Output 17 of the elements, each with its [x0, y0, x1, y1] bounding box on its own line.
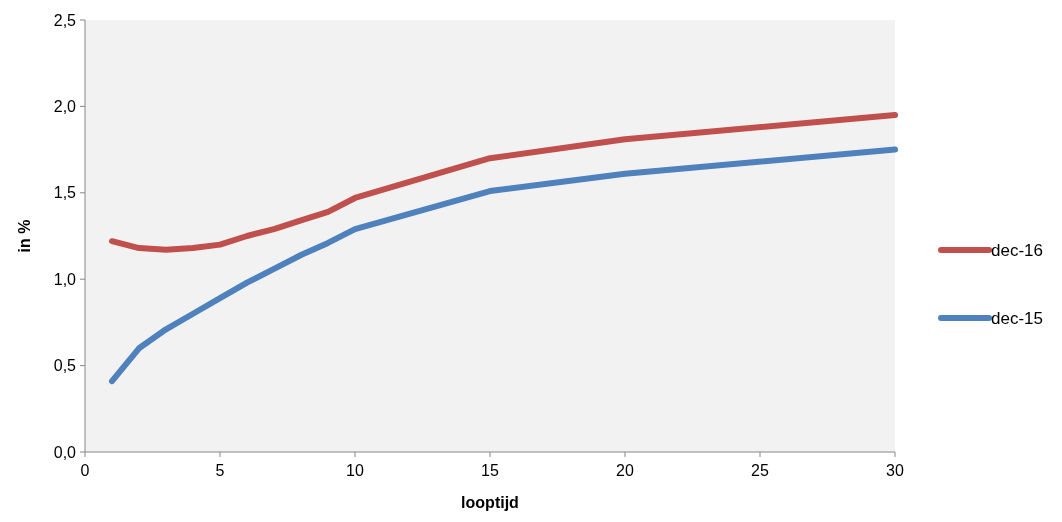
x-tick-label: 0 — [80, 462, 90, 479]
legend-label: dec-16 — [991, 240, 1043, 260]
y-tick-label: 0,5 — [53, 357, 77, 375]
y-tick-label: 2,0 — [53, 98, 77, 115]
legend-label: dec-15 — [991, 308, 1043, 328]
x-tick-label: 15 — [481, 462, 499, 479]
y-tick-label: 1,5 — [53, 184, 77, 202]
x-tick-label: 10 — [346, 462, 364, 479]
x-axis-title: looptijd — [461, 494, 519, 511]
y-tick-label: 0,0 — [53, 443, 77, 461]
y-axis-title: in % — [16, 219, 33, 253]
x-tick-label: 5 — [215, 462, 225, 479]
x-tick-label: 30 — [886, 462, 904, 479]
y-tick-label: 2,5 — [53, 11, 77, 29]
x-tick-label: 20 — [616, 462, 634, 479]
y-tick-label: 1,0 — [53, 270, 77, 288]
x-tick-label: 25 — [751, 462, 769, 479]
